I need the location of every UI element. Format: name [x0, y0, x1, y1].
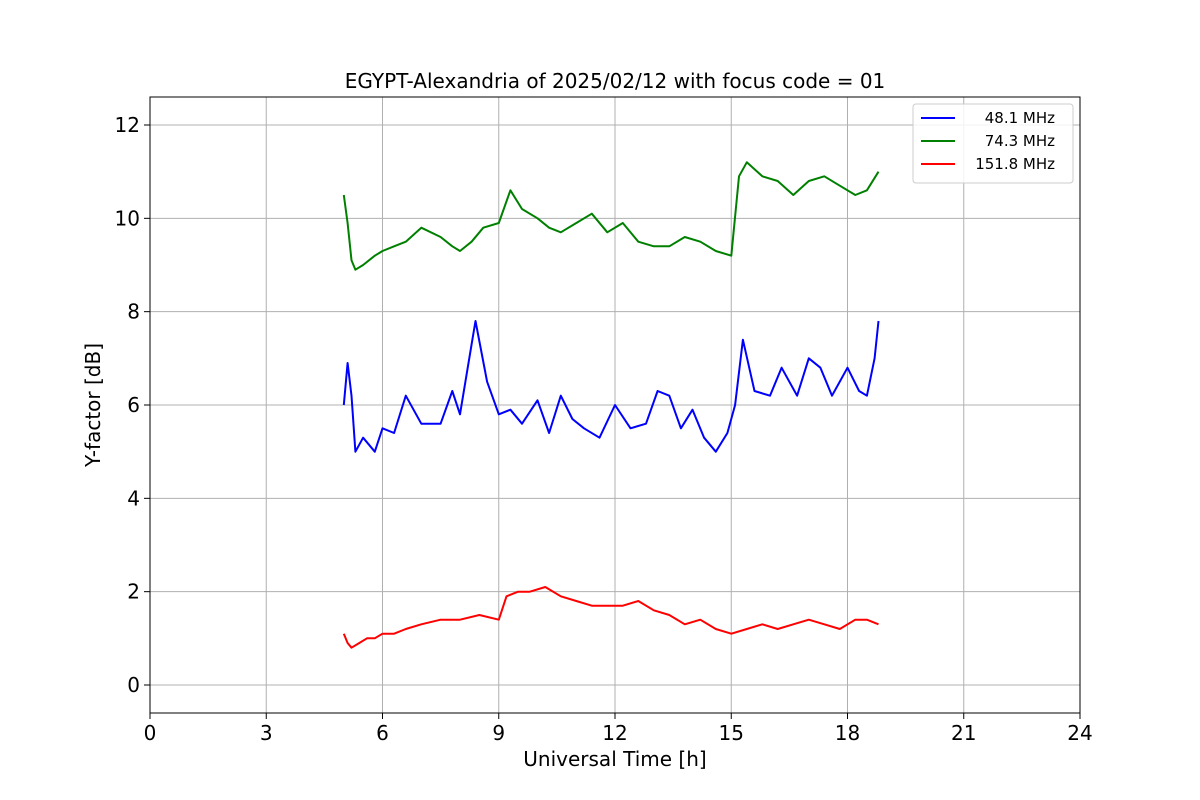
x-tick-label: 9	[492, 721, 505, 745]
legend: 48.1 MHz 74.3 MHz 151.8 MHz	[912, 103, 1074, 184]
y-axis-title: Y-factor [dB]	[81, 343, 105, 468]
x-tick-label: 21	[951, 721, 976, 745]
y-tick-label: 10	[115, 206, 140, 230]
x-tick-label: 18	[835, 721, 860, 745]
x-tick-label: 0	[144, 721, 157, 745]
series-line-1	[342, 161, 880, 271]
series-line-2	[342, 586, 879, 649]
y-tick-label: 8	[127, 300, 140, 324]
y-tick-label: 6	[127, 393, 140, 417]
chart-title: EGYPT-Alexandria of 2025/02/12 with focu…	[345, 69, 886, 93]
legend-label: 48.1 MHz	[985, 109, 1055, 127]
series-line-0	[342, 320, 880, 453]
y-tick-label: 2	[127, 580, 140, 604]
x-axis-title: Universal Time [h]	[523, 747, 706, 771]
x-tick-label: 12	[602, 721, 627, 745]
series-lines	[342, 161, 880, 649]
x-tick-label: 24	[1067, 721, 1092, 745]
x-tick-label: 3	[260, 721, 273, 745]
y-tick-label: 0	[127, 673, 140, 697]
legend-label: 74.3 MHz	[985, 132, 1055, 150]
x-tick-label: 6	[376, 721, 389, 745]
y-tick-label: 12	[115, 113, 140, 137]
y-tick-label: 4	[127, 486, 140, 510]
legend-label: 151.8 MHz	[975, 155, 1055, 173]
x-tick-label: 15	[719, 721, 744, 745]
